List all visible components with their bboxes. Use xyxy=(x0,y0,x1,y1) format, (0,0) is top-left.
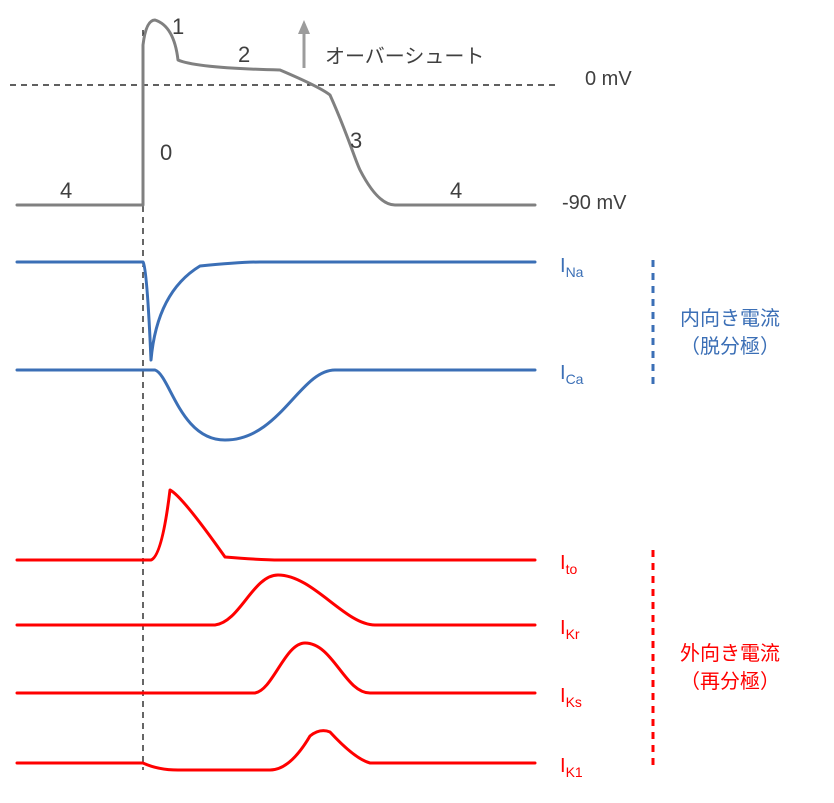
ik1-label: IK1 xyxy=(560,755,583,780)
phase3-label: 3 xyxy=(350,128,362,154)
phase4R-label: 4 xyxy=(450,178,462,204)
phase2-label: 2 xyxy=(238,42,250,68)
phase4L-label: 4 xyxy=(60,178,72,204)
phase1-label: 1 xyxy=(172,14,184,40)
iks-label: IKs xyxy=(560,685,582,710)
diagram-container: 0 1 2 3 4 4 オーバーシュート 0 mV -90 mV INa ICa… xyxy=(0,0,834,803)
ina-label: INa xyxy=(560,255,583,280)
ito-label: Ito xyxy=(560,552,577,577)
inward-group-label: 内向き電流（脱分極） xyxy=(680,305,780,361)
ikr-label: IKr xyxy=(560,617,580,642)
mv0-label: 0 mV xyxy=(585,68,632,91)
phase0-label: 0 xyxy=(160,140,172,166)
overshoot-label: オーバーシュート xyxy=(325,40,484,69)
mv90-label: -90 mV xyxy=(562,192,626,215)
ica-label: ICa xyxy=(560,362,583,387)
outward-group-label: 外向き電流（再分極） xyxy=(680,640,780,696)
